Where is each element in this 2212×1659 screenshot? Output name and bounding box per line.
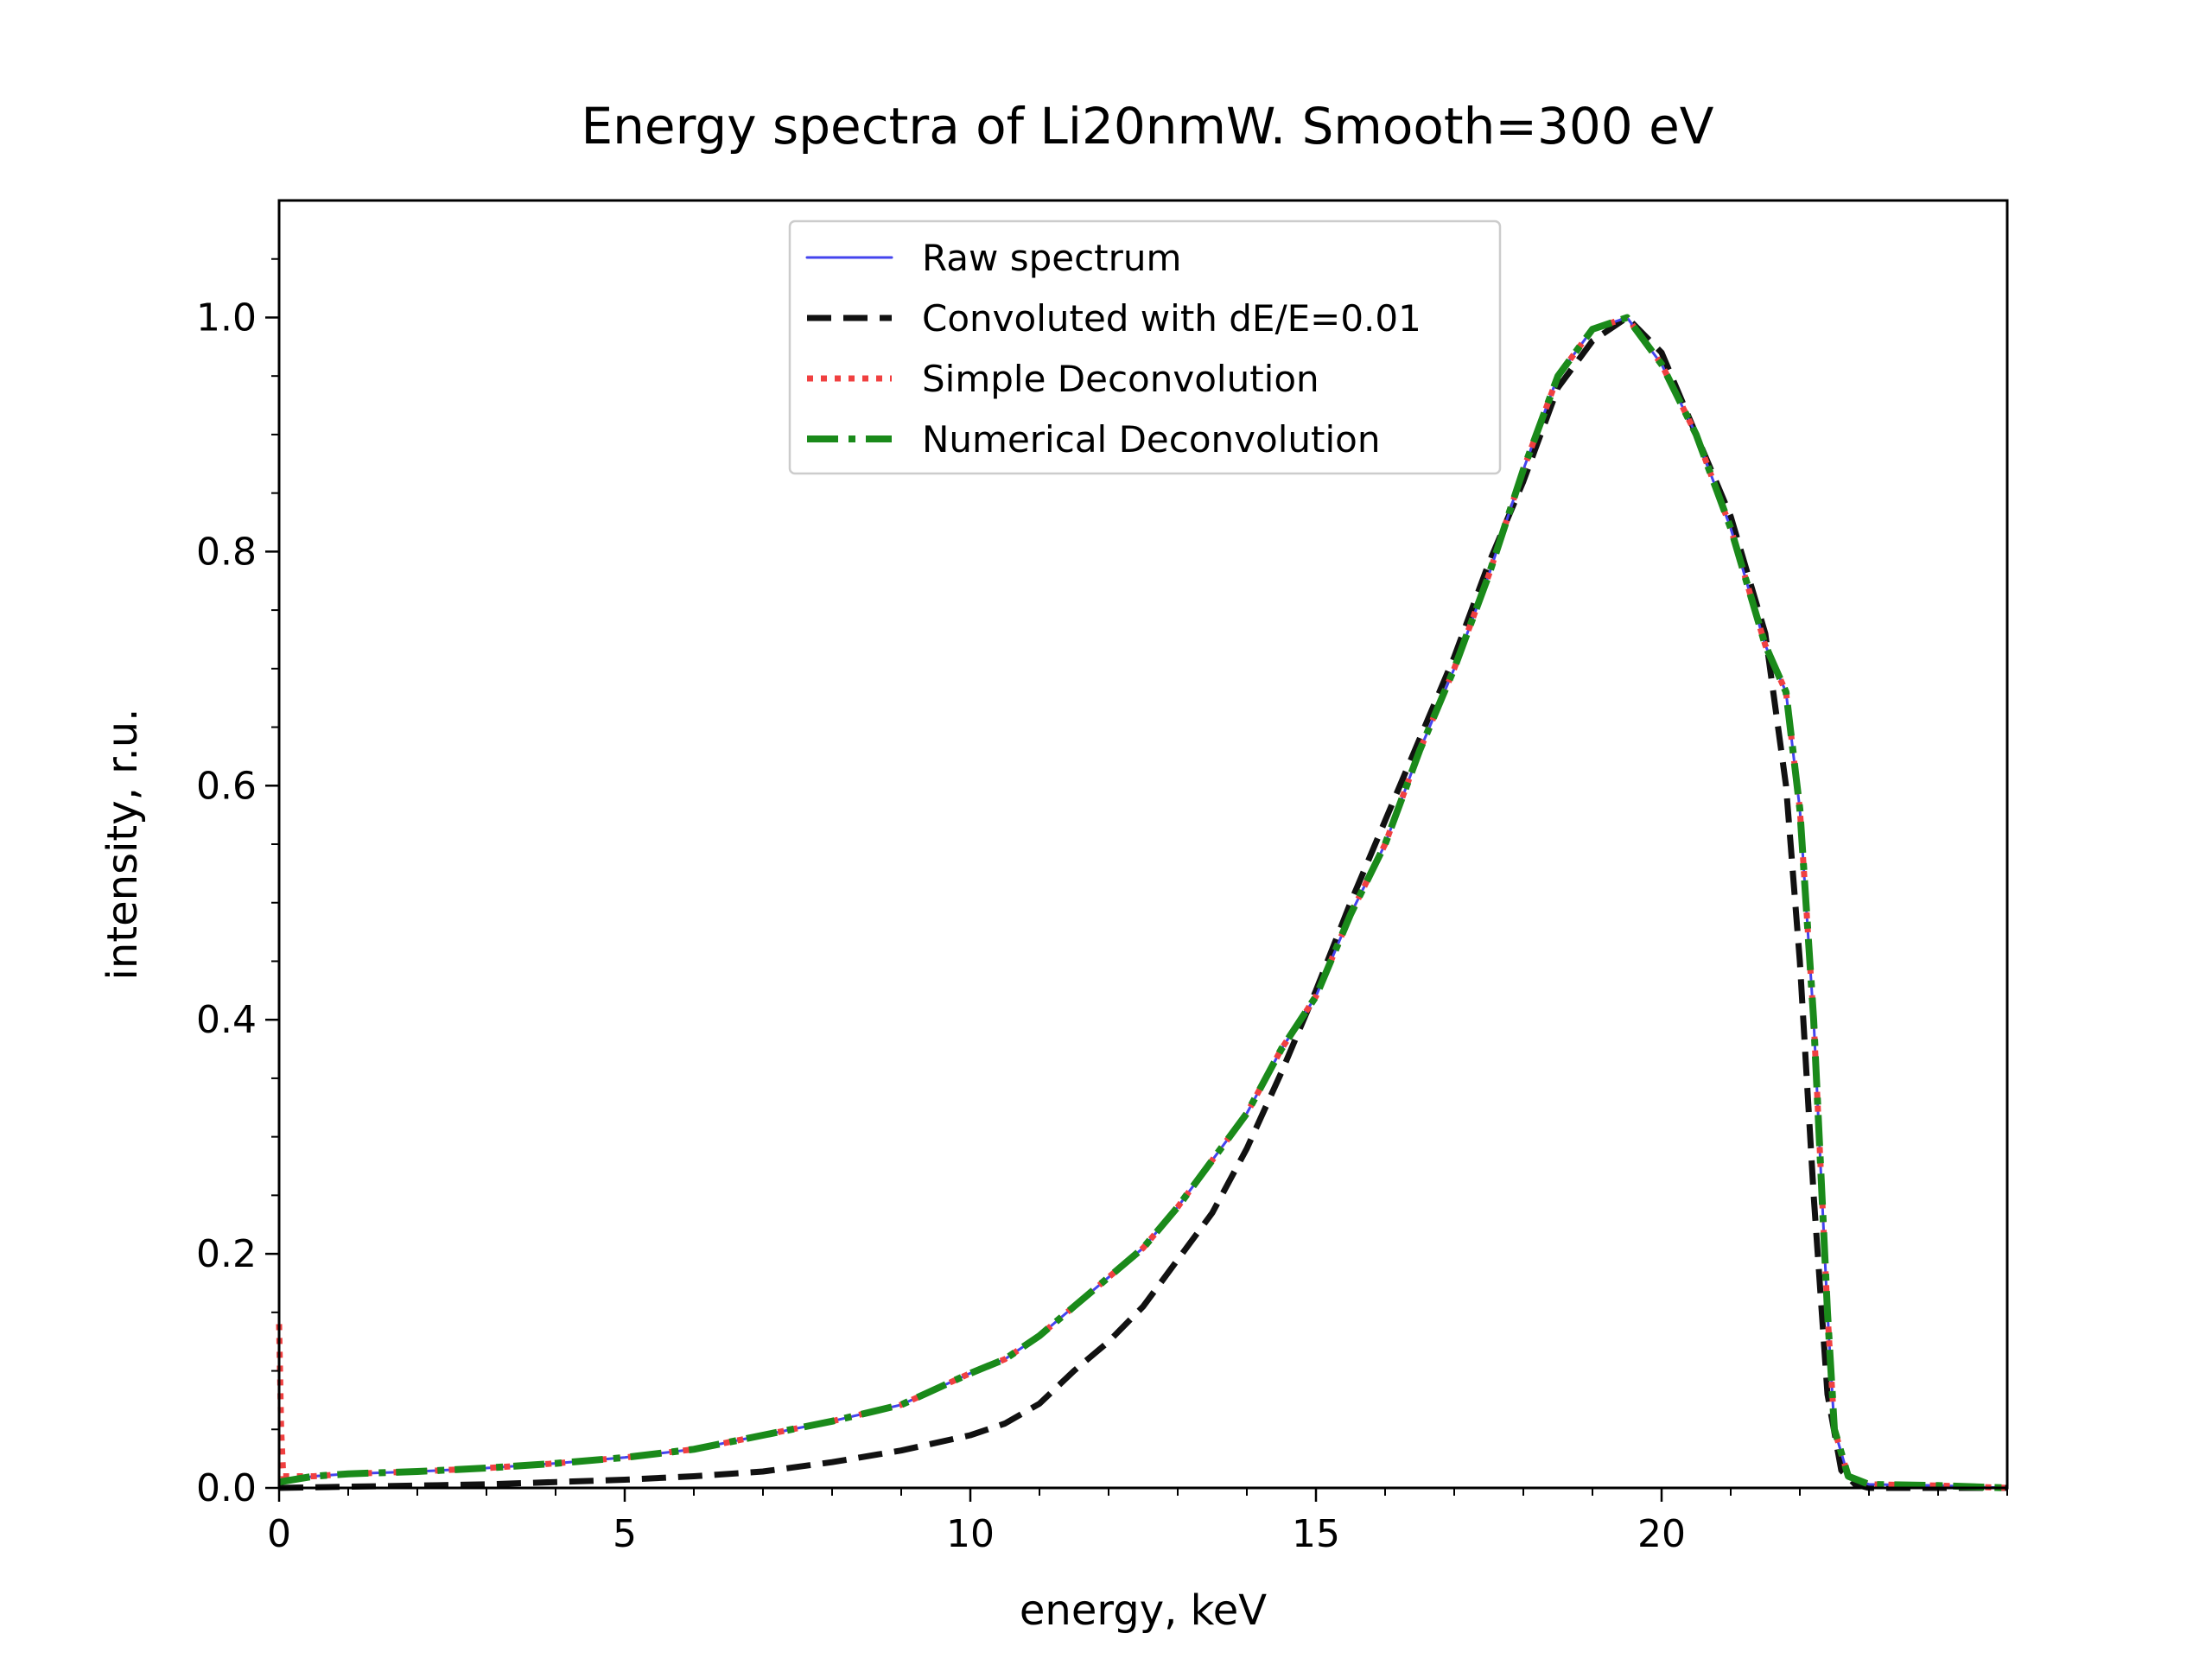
legend-label: Numerical Deconvolution xyxy=(922,418,1380,461)
y-tick-label: 1.0 xyxy=(196,296,257,340)
y-tick-label: 0.0 xyxy=(196,1466,257,1510)
y-tick-label: 0.4 xyxy=(196,998,257,1042)
x-tick-label: 10 xyxy=(946,1512,995,1556)
chart-title: Energy spectra of Li20nmW. Smooth=300 eV xyxy=(582,97,1714,156)
legend-box xyxy=(788,219,1502,475)
x-tick-label: 15 xyxy=(1292,1512,1340,1556)
legend: Raw spectrum Convoluted with dE/E=0.01 Sim… xyxy=(788,219,1502,475)
x-tick-label: 5 xyxy=(613,1512,637,1556)
y-axis-title: intensity, r.u. xyxy=(99,709,147,981)
series-line-2 xyxy=(276,315,2008,1491)
y-tick-label: 0.6 xyxy=(196,764,257,808)
x-axis: 0 5 10 15 20 xyxy=(267,1488,2008,1556)
legend-label: Convoluted with dE/E=0.01 xyxy=(922,297,1421,340)
y-tick-label: 0.8 xyxy=(196,530,257,574)
legend-label: Raw spectrum xyxy=(922,237,1181,279)
x-tick-label: 20 xyxy=(1637,1512,1686,1556)
y-tick-label: 0.2 xyxy=(196,1232,257,1276)
x-axis-title: energy, keV xyxy=(1020,1586,1267,1635)
series-line-0 xyxy=(277,316,2009,1490)
y-axis: 0.0 0.2 0.4 0.6 0.8 1.0 xyxy=(196,257,279,1510)
series-line-3 xyxy=(278,314,2008,1491)
x-tick-label: 0 xyxy=(267,1512,291,1556)
legend-label: Simple Deconvolution xyxy=(922,358,1319,400)
series-layer xyxy=(276,314,2009,1491)
series-line-1 xyxy=(278,315,2007,1491)
